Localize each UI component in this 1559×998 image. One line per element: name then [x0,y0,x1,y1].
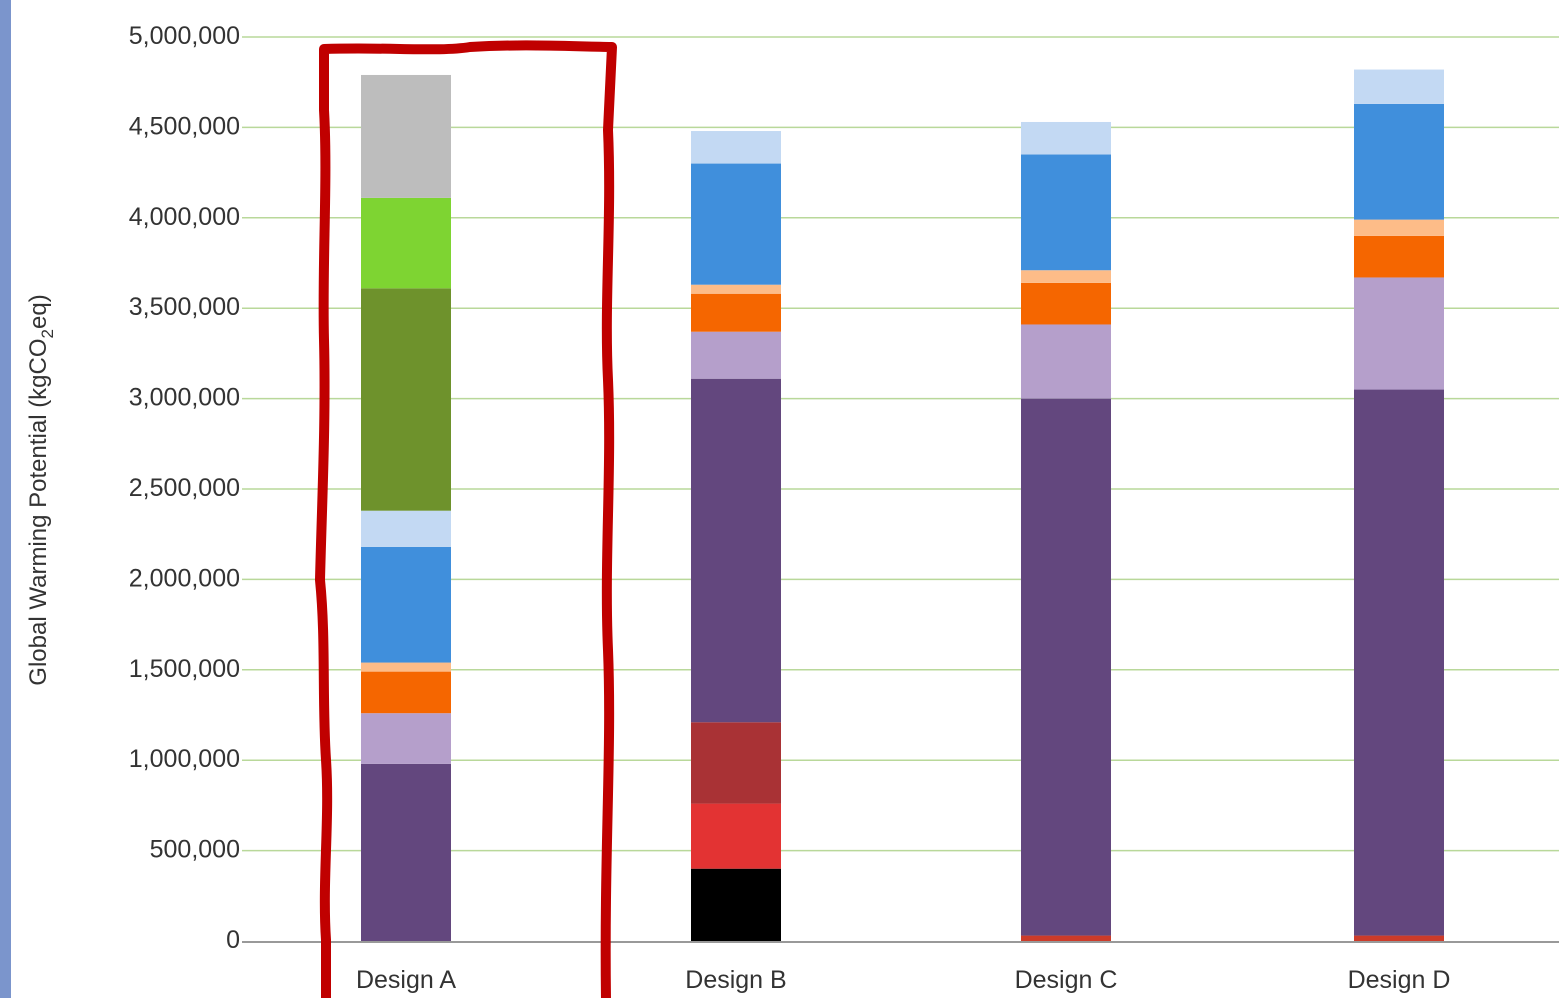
category-labels: Design A Design B Design C Design D [356,966,1450,994]
bar-segment [361,546,451,663]
x-tick-label: Design D [1348,966,1451,994]
bar-segment [1354,219,1444,236]
bar-segment [361,74,451,198]
bar-segment [1354,277,1444,390]
bar-segment [691,722,781,804]
bar-segment [1021,270,1111,283]
bar-segment [1354,389,1444,936]
bar-segment [1354,69,1444,104]
y-tick-label: 4,500,000 [129,112,240,140]
bar-segment [691,293,781,332]
x-tick-label: Design B [685,966,786,994]
y-tick-label: 2,500,000 [129,474,240,502]
highlight-layer [315,40,617,998]
highlight-box [315,40,617,998]
y-tick-label: 1,500,000 [129,655,240,683]
bar-segment [361,671,451,714]
y-tick-label: 4,000,000 [129,203,240,231]
bar-segment [691,803,781,869]
bar-segment [361,197,451,289]
y-tick-labels: 0 500,000 1,000,000 1,500,000 2,000,000 2,500… [129,22,240,954]
x-tick-label: Design C [1015,966,1118,994]
bar-segment [1021,935,1111,941]
bar-stack [361,74,451,941]
y-tick-label: 500,000 [150,836,240,864]
bar-segment [691,868,781,941]
bars [361,69,1444,941]
y-tick-label: 5,000,000 [129,22,240,50]
bar-stack [1354,69,1444,941]
y-tick-label: 2,000,000 [129,564,240,592]
y-tick-label: 3,500,000 [129,293,240,321]
bar-segment [361,763,451,941]
bar-segment [691,131,781,164]
bar-segment [691,378,781,723]
left-accent-strip [0,0,11,998]
bar-segment [691,284,781,294]
bar-segment [1021,398,1111,936]
y-axis-title: Global Warming Potential (kgCO2eq) [25,294,57,685]
bar-segment [1354,235,1444,278]
y-tick-label: 0 [226,926,240,954]
bar-segment [1354,103,1444,220]
bar-segment [691,331,781,379]
gridlines [242,36,1559,852]
bar-segment [361,510,451,547]
x-tick-label: Design A [356,966,456,994]
bar-segment [361,713,451,764]
bar-segment [1021,154,1111,271]
bar-segment [1021,282,1111,325]
bar-stack [691,131,781,941]
y-tick-label: 3,000,000 [129,384,240,412]
y-tick-label: 1,000,000 [129,745,240,773]
bar-segment [691,163,781,285]
bar-segment [1354,935,1444,941]
bar-segment [1021,324,1111,399]
bar-segment [361,288,451,511]
bar-stack [1021,121,1111,941]
bar-segment [361,662,451,672]
bar-segment [1021,121,1111,155]
